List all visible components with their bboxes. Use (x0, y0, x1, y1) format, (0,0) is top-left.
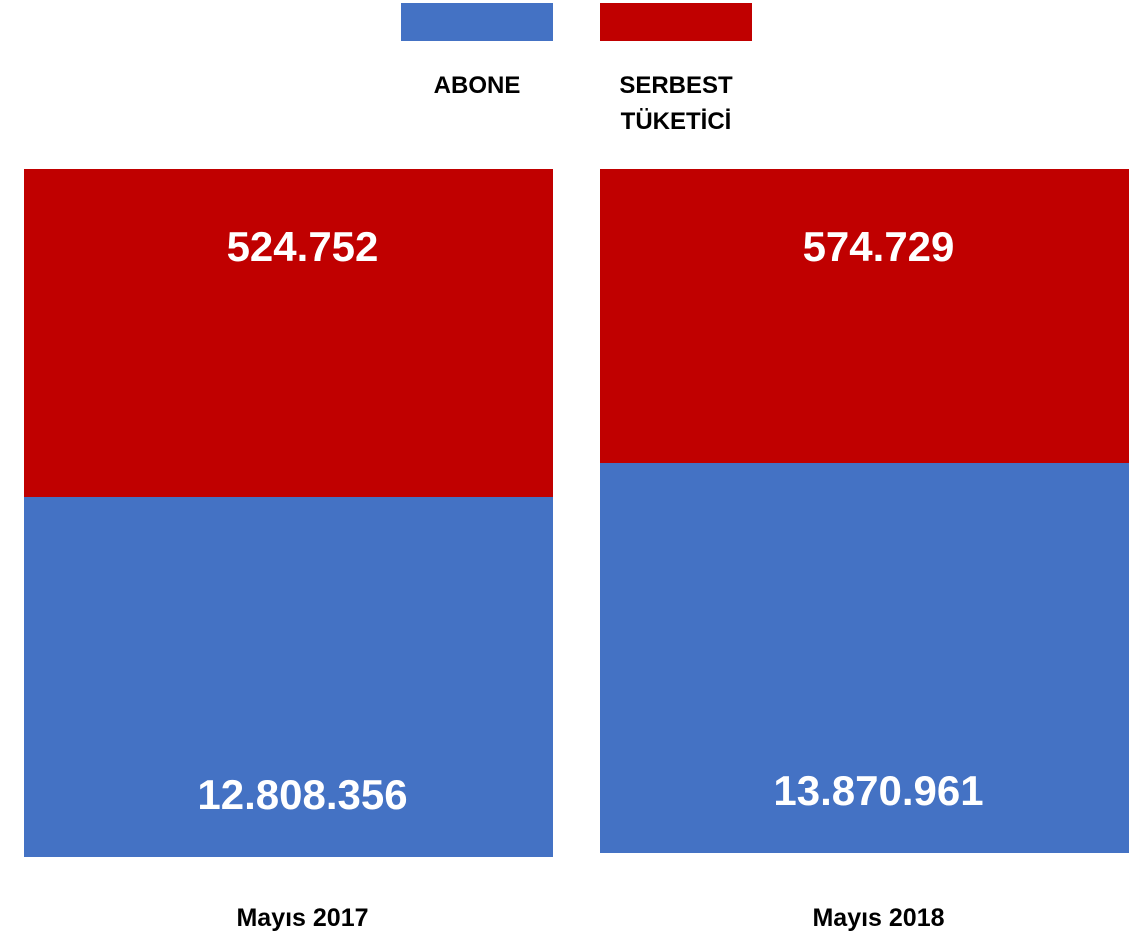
data-label-1-1: 574.729 (803, 223, 955, 270)
legend-label-0-0: ABONE (434, 72, 521, 99)
data-label-0-0: 12.808.356 (197, 771, 407, 818)
bar-segment-0-1 (24, 169, 553, 497)
plot-area: 12.808.356 524.752 13.870.961 574.729 (24, 169, 1129, 857)
bar-segment-0-0 (24, 497, 553, 857)
legend-swatch-1 (600, 3, 752, 41)
legend-swatch-0 (401, 3, 553, 41)
legend-label-1-1: TÜKETİCİ (621, 108, 732, 135)
legend: ABONE SERBEST TÜKETİCİ (401, 3, 752, 135)
category-label-1: Mayıs 2018 (812, 904, 944, 932)
data-label-1-0: 13.870.961 (773, 767, 983, 814)
category-label-0: Mayıs 2017 (236, 904, 368, 932)
data-label-0-1: 524.752 (227, 223, 379, 270)
category-axis-labels: Mayıs 2017 Mayıs 2018 (236, 904, 944, 932)
legend-label-1-0: SERBEST (619, 72, 733, 99)
bar-segment-1-1 (600, 169, 1129, 463)
bar-segment-1-0 (600, 463, 1129, 853)
